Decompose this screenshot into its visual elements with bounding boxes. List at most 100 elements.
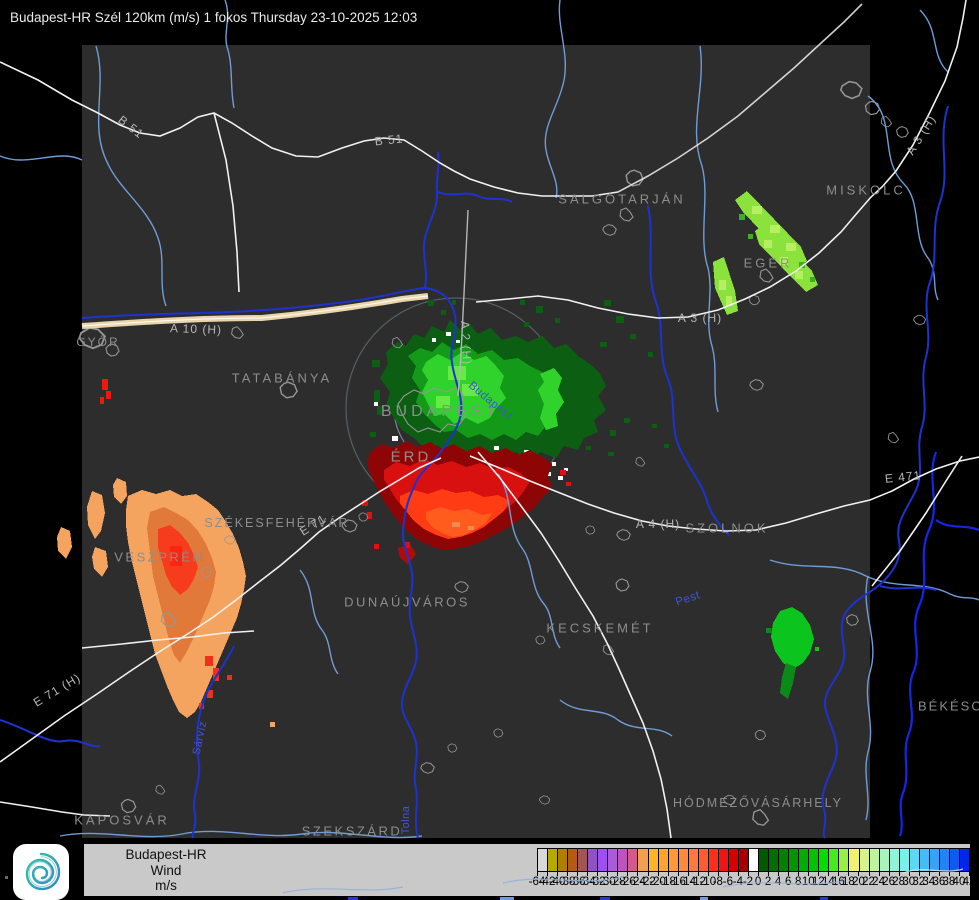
legend-tick-label: 38 — [942, 876, 956, 888]
budapest-city-outline — [397, 387, 467, 433]
legend-tick — [828, 872, 830, 876]
radar-blob-green-southeast — [766, 607, 819, 699]
legend-tick-label: -16 — [669, 876, 686, 888]
danube-river — [81, 286, 463, 839]
legend-tick-label: 36 — [932, 876, 946, 888]
legend-tick — [747, 872, 749, 876]
legend-color-box — [958, 848, 971, 872]
radar-blob-orange-veszprem — [57, 478, 275, 727]
settlement-outlines — [78, 80, 927, 826]
legend-tick — [948, 872, 950, 876]
legend-tick — [758, 872, 760, 876]
legend-tick-label: 42 — [962, 876, 976, 888]
legend-tick — [928, 872, 930, 876]
legend-tick — [687, 872, 689, 876]
radar-blob-yellowgreen-eger — [713, 191, 818, 315]
legend-tick — [667, 872, 669, 876]
bottom-edge-marks — [5, 876, 828, 900]
legend-tick-label: 20 — [852, 876, 865, 888]
legend-tick-label: 28 — [892, 876, 906, 888]
legend-tick — [607, 872, 609, 876]
legend-tick-label: 22 — [862, 876, 875, 888]
legend-tick-label: 4 — [774, 876, 782, 888]
legend-tick — [587, 872, 589, 876]
legend-tick-label: 32 — [912, 876, 926, 888]
legend-tick-label: -4 — [732, 876, 744, 888]
rivers-dark — [0, 105, 949, 839]
legend-tick — [868, 872, 870, 876]
legend-product-line-1: Budapest-HR — [125, 847, 207, 862]
legend-colorbar — [537, 848, 971, 872]
legend-product-text: Budapest-HR Wind m/s — [90, 847, 242, 894]
legend-tick-label: 34 — [922, 876, 936, 888]
legend-tick — [918, 872, 920, 876]
legend-tick — [707, 872, 709, 876]
legend-tick-label: -10 — [699, 876, 717, 888]
legend-tick — [727, 872, 729, 876]
legend-tick-label: -2 — [742, 876, 754, 888]
legend-tick — [537, 872, 538, 876]
road-m5 — [477, 451, 672, 839]
legend-tick — [838, 872, 840, 876]
legend-tick — [788, 872, 790, 876]
legend-tick — [657, 872, 659, 876]
radar-blob-red-south — [362, 441, 571, 564]
legend-tick-label: 0 — [754, 876, 762, 888]
legend-tick — [969, 872, 970, 876]
legend-tick — [768, 872, 770, 876]
road-b51 — [0, 61, 619, 197]
legend-tick-label: 30 — [902, 876, 916, 888]
rivers-light — [0, 0, 979, 839]
legend-tick — [577, 872, 579, 876]
legend-tick — [958, 872, 960, 876]
legend-tick — [778, 872, 780, 876]
legend-tick-label: -14 — [679, 876, 696, 888]
rivers-bright-blue — [898, 451, 979, 837]
legend-tick — [848, 872, 850, 876]
legend-tick-label: -12 — [689, 876, 707, 888]
legend-tick — [898, 872, 900, 876]
legend-tick — [697, 872, 699, 876]
legend-tick — [798, 872, 800, 876]
legend-tick — [878, 872, 880, 876]
radar-blobs — [57, 191, 819, 727]
roads-white — [0, 0, 979, 839]
legend-tick-label: -22 — [639, 876, 656, 888]
legend-tick — [627, 872, 629, 876]
legend-tick — [547, 872, 549, 876]
legend-tick — [637, 872, 639, 876]
legend-tick-label: 2 — [764, 876, 772, 888]
radar-blob-red-dash-west — [100, 379, 111, 404]
legend-tick-label: -24 — [629, 876, 646, 888]
legend-tick-label: -26 — [619, 876, 636, 888]
page-title: Budapest-HR Szél 120km (m/s) 1 fokos Thu… — [10, 10, 418, 25]
legend-tick — [597, 872, 599, 876]
legend-tick-label: -20 — [649, 876, 666, 888]
legend-tick-label: -18 — [659, 876, 676, 888]
legend-product-line-2: Wind — [150, 862, 182, 878]
road-a4 — [469, 455, 979, 532]
legend-tick — [938, 872, 940, 876]
legend-tick-label: 24 — [872, 876, 885, 888]
tisza-river — [821, 105, 949, 839]
legend-tick — [808, 872, 810, 876]
motorway-a10 — [81, 293, 429, 329]
legend-tick-label: 6 — [784, 876, 792, 888]
road-a3 — [475, 0, 967, 319]
legend-tick-label: 8 — [795, 876, 802, 888]
legend-tick — [908, 872, 910, 876]
legend-tick-label: 18 — [842, 876, 855, 888]
legend-tick — [677, 872, 679, 876]
legend-tick — [818, 872, 820, 876]
legend-tick — [557, 872, 559, 876]
legend-tick-label: 40 — [952, 876, 966, 888]
legend-panel: Budapest-HR Wind m/s -64 -42 -40 -38 -36 -34-… — [83, 843, 975, 897]
legend-tick — [737, 872, 739, 876]
legend-tick — [717, 872, 719, 876]
legend-tick-label: -6 — [722, 876, 733, 888]
legend-tick — [858, 872, 860, 876]
legend-tick-label: -8 — [712, 876, 723, 888]
road-e71 — [0, 457, 442, 763]
